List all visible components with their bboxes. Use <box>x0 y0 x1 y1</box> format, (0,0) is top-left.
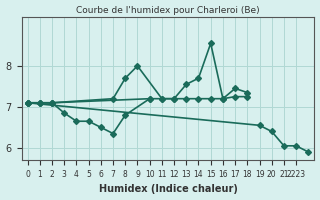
X-axis label: Humidex (Indice chaleur): Humidex (Indice chaleur) <box>99 184 237 194</box>
Title: Courbe de l'humidex pour Charleroi (Be): Courbe de l'humidex pour Charleroi (Be) <box>76 6 260 15</box>
